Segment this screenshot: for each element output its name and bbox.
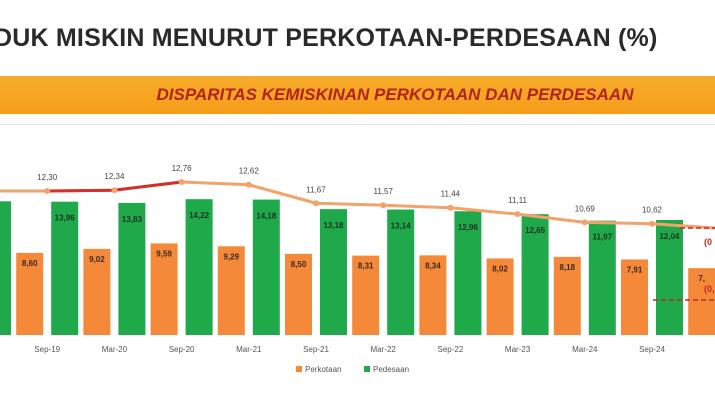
bar-perkotaan (553, 256, 581, 335)
bar-perkotaan (16, 252, 44, 335)
gap-line-label: 10,69 (575, 204, 596, 213)
gap-line-point (447, 204, 454, 211)
bar-pedesaan (656, 220, 683, 335)
x-tick-label: Sep-22 (438, 345, 464, 354)
bar-label-perkotaan: 8,34 (425, 261, 441, 270)
bar-perkotaan (419, 255, 447, 335)
annotation-lower: (0, (704, 284, 715, 294)
gap-line-point (649, 220, 655, 227)
gap-line-label: 11,57 (373, 187, 393, 196)
x-axis: Sep-19 Mar-20 Sep-20 Mar-21 Sep-21 Mar-22 Sep-… (34, 345, 665, 354)
bar-pedesaan (521, 214, 549, 335)
gap-line-point (313, 200, 319, 207)
bar-label-pedesaan: 13,18 (323, 221, 344, 230)
gap-line-point (380, 202, 387, 209)
bar-label-pedesaan: 13,14 (391, 222, 412, 231)
legend-label: Perkotaan (305, 365, 341, 374)
gap-line-label: 12,62 (239, 167, 260, 176)
bar-label-perkotaan: 8,31 (358, 262, 374, 271)
gap-line-point (111, 187, 118, 194)
bar-perkotaan (352, 255, 380, 335)
bar-pedesaan (252, 199, 280, 335)
bar-pedesaan (320, 209, 347, 335)
legend-swatch (364, 366, 370, 372)
bar-pedesaan (51, 201, 79, 335)
banner-title: DISPARITAS KEMISKINAN PERKOTAAN DAN PERD… (156, 85, 634, 104)
x-tick-label: Sep-19 (34, 345, 60, 354)
gap-line-point (44, 187, 51, 194)
gap-line-label: 10,62 (642, 206, 663, 215)
bar-label-pedesaan: 14,22 (189, 211, 210, 220)
x-tick-label: Mar-22 (371, 345, 397, 354)
x-tick-label: Sep-20 (169, 345, 195, 354)
gap-line-label: 12,76 (172, 164, 193, 173)
bar-label-pedesaan: 13,83 (122, 215, 143, 224)
gap-line-point (581, 219, 588, 226)
annotations-layer: (0 (0, (653, 227, 715, 301)
gap-line-label: 11,44 (441, 190, 461, 199)
gap-line-point (514, 211, 521, 218)
x-tick-label: Mar-20 (102, 345, 128, 354)
bar-pedesaan (387, 209, 415, 335)
bar-label-perkotaan: 7, (698, 274, 705, 283)
bar-label-perkotaan: 9,59 (156, 249, 172, 258)
bar-label-pedesaan: 13,96 (55, 214, 76, 223)
bar-perkotaan (621, 259, 648, 335)
bar-perkotaan (217, 246, 245, 335)
annotation-upper: (0 (704, 237, 712, 247)
bar-pedesaan (118, 202, 146, 335)
gap-line-point (178, 179, 185, 185)
legend: Perkotaan Pedesaan (296, 365, 409, 374)
bar-label-perkotaan: 7,91 (627, 265, 643, 274)
bar-label-perkotaan: 8,60 (22, 259, 38, 268)
x-tick-label: Sep-24 (639, 345, 665, 354)
subtitle-banner: DISPARITAS KEMISKINAN PERKOTAAN DAN PERD… (0, 76, 715, 114)
chart-area: 78,6013,969,0213,839,5914,229,2914,188,5… (0, 124, 715, 400)
bar-label-perkotaan: 9,29 (224, 252, 240, 261)
bar-label-pedesaan: 12,65 (525, 226, 546, 235)
bar-pedesaan (185, 199, 213, 335)
bar-pedesaan (454, 211, 482, 335)
x-tick-label: Sep-21 (303, 345, 329, 354)
gap-line-label: 12,30 (37, 173, 58, 182)
legend-swatch (296, 366, 302, 372)
bar-pedesaan (588, 220, 616, 335)
bar-label-pedesaan: 11,97 (593, 233, 613, 242)
gap-line-label: 11,11 (508, 196, 527, 205)
chart-top-rule (0, 124, 715, 125)
bar-perkotaan (83, 248, 111, 335)
bar-perkotaan (688, 268, 715, 335)
bar-pedesaan (0, 201, 11, 335)
bar-perkotaan (285, 253, 312, 335)
x-tick-label: Mar-23 (505, 345, 531, 354)
bar-label-pedesaan: 14,18 (256, 212, 277, 221)
bar-perkotaan (150, 243, 178, 335)
bar-label-pedesaan: 12,96 (458, 223, 479, 232)
bar-label-perkotaan: 8,18 (560, 263, 576, 272)
bar-perkotaan (486, 258, 514, 335)
page-title: DUK MISKIN MENURUT PERKOTAAN-PERDESAAN (… (0, 24, 658, 52)
bar-label-pedesaan: 12,04 (659, 232, 680, 241)
bar-line-chart: 78,6013,969,0213,839,5914,229,2914,188,5… (0, 164, 715, 374)
bars-layer: 78,6013,969,0213,839,5914,229,2914,188,5… (0, 199, 715, 335)
bar-label-perkotaan: 9,02 (89, 255, 105, 264)
x-tick-label: Mar-21 (236, 345, 262, 354)
gap-line-point (245, 181, 252, 188)
legend-label: Pedesaan (373, 365, 409, 374)
gap-line-label: 11,67 (306, 185, 326, 194)
bar-label-perkotaan: 8,02 (492, 264, 508, 273)
gap-line-label: 12,34 (104, 172, 125, 181)
x-tick-label: Mar-24 (572, 345, 598, 354)
gap-line-layer: 12,30 12,34 12,76 12,62 11,67 11,57 11,44 11,11… (0, 164, 715, 230)
bar-label-perkotaan: 8,50 (291, 260, 307, 269)
